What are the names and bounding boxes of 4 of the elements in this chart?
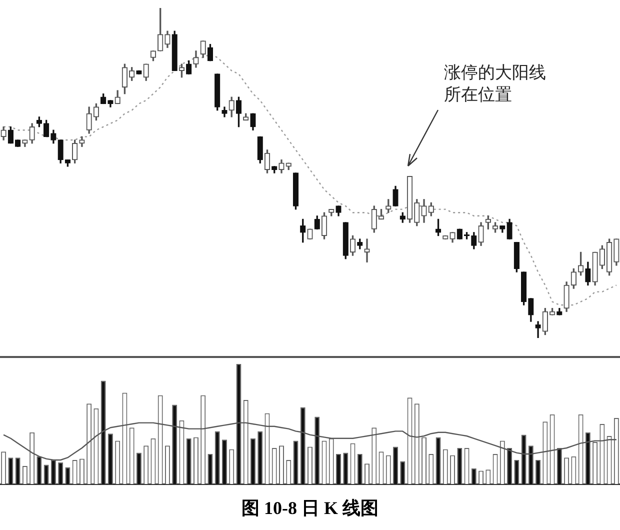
candlestick: [535, 321, 541, 338]
candlestick: [364, 238, 370, 262]
caption: 图 10-8 日 K 线图: [240, 497, 380, 520]
annotation: 涨停的大阳线所在位置: [444, 62, 547, 106]
